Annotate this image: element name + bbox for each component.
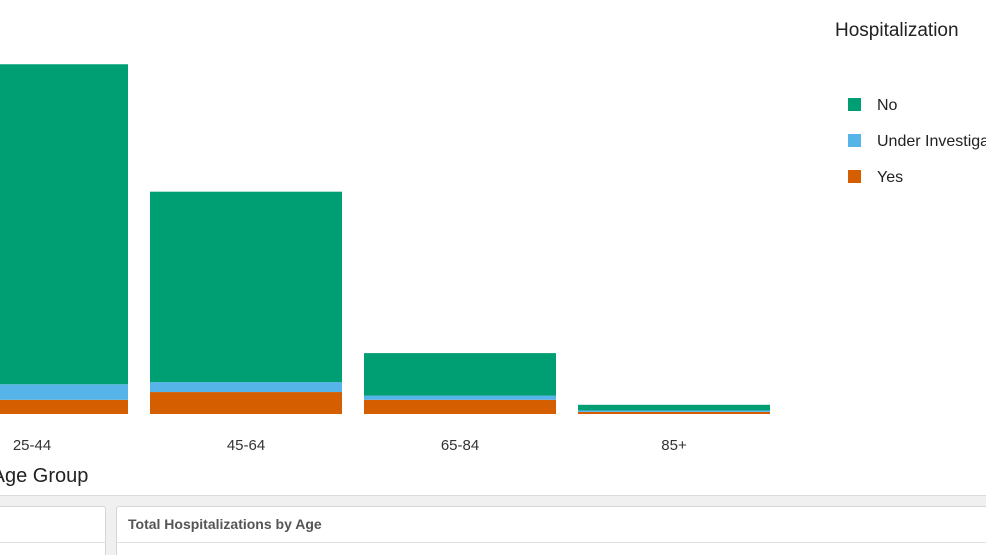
bar-25-44-yes[interactable] <box>0 399 128 414</box>
legend-label-yes[interactable]: Yes <box>877 169 903 186</box>
bars-layer <box>0 64 770 414</box>
x-tick-label: 85+ <box>661 437 687 454</box>
bar-85plus-under-investigation[interactable] <box>578 410 770 412</box>
legend-swatch-under-investigation[interactable] <box>848 134 861 147</box>
bar-65-84-under-investigation[interactable] <box>364 395 556 400</box>
bar-45-64-under-investigation[interactable] <box>150 382 342 393</box>
x-tick-labels: 25-44 45-64 65-84 85+ <box>13 437 687 454</box>
x-tick-label: 25-44 <box>13 437 51 454</box>
legend-label-no[interactable]: No <box>877 97 898 114</box>
legend[interactable]: Hospitalization No Under Investigation Yes <box>835 20 986 186</box>
dashboard-panels: Total Hospitalizations by Age <box>0 495 986 555</box>
left-panel-header <box>0 507 105 543</box>
bar-25-44-no[interactable] <box>0 64 128 385</box>
bar-25-44-under-investigation[interactable] <box>0 384 128 400</box>
legend-title: Hospitalization <box>835 20 959 41</box>
left-panel <box>0 506 106 555</box>
x-tick-label: 45-64 <box>227 437 265 454</box>
hospitalization-chart: 25-44 45-64 65-84 85+ Age Group Hospitaliza… <box>0 20 986 487</box>
bar-65-84-yes[interactable] <box>364 399 556 414</box>
bar-65-84-no[interactable] <box>364 353 556 396</box>
bar-85plus-no[interactable] <box>578 404 770 411</box>
hospitalizations-by-age-panel: Total Hospitalizations by Age <box>116 506 986 555</box>
bar-85plus-yes[interactable] <box>578 411 770 414</box>
bar-45-64-yes[interactable] <box>150 392 342 414</box>
legend-swatch-no[interactable] <box>848 98 861 111</box>
x-tick-label: 65-84 <box>441 437 479 454</box>
x-axis-title: Age Group <box>0 465 88 487</box>
legend-label-under-investigation[interactable]: Under Investigation <box>877 133 986 150</box>
panel-title: Total Hospitalizations by Age <box>117 507 986 543</box>
legend-swatch-yes[interactable] <box>848 170 861 183</box>
bar-45-64-no[interactable] <box>150 191 342 383</box>
